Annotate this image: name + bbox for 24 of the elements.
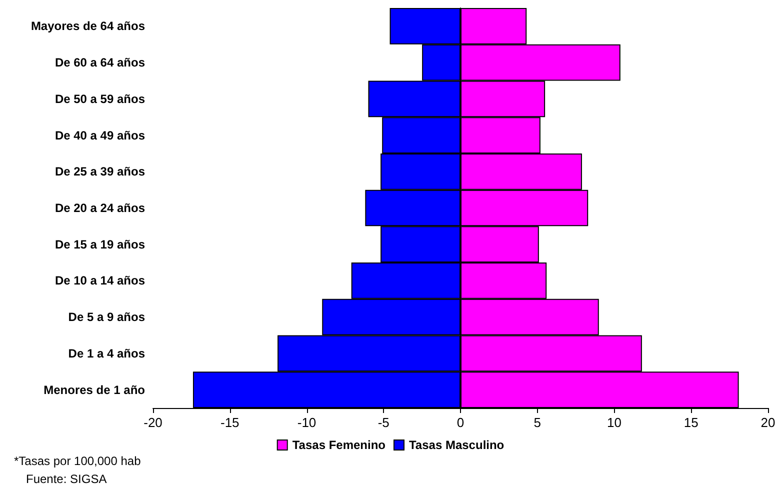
x-tick-label: -20 [144, 415, 162, 430]
y-tick-label: De 1 a 4 años [68, 346, 146, 360]
x-tick-label: 5 [534, 415, 541, 430]
y-tick-label: De 40 a 49 años [54, 128, 146, 142]
y-tick-label: Menores de 1 año [44, 382, 145, 397]
x-tick-label: -15 [220, 415, 240, 430]
y-tick-label: De 60 a 64 años [54, 56, 146, 70]
y-tick-label: De 25 a 39 años [54, 164, 146, 179]
x-tick-label: 15 [684, 415, 698, 430]
y-tick-label: De 5 a 9 años [68, 310, 146, 324]
y-tick-label: Mayores de 64 años [30, 19, 146, 34]
x-tick-label: -10 [297, 415, 316, 430]
y-tick-label: De 10 a 14 años [54, 274, 146, 288]
y-tick-label: De 50 a 59 años [54, 92, 146, 106]
text: *Tasas por 100,000 hab [14, 454, 142, 468]
y-tick-label: De 20 a 24 años [54, 201, 146, 215]
source-note: Fuente: SIGSA [26, 472, 107, 486]
legend-label: Tasas Masculino [409, 438, 504, 452]
y-tick-label: De 15 a 19 años [54, 237, 146, 252]
legend-label: Tasas Femenino [292, 438, 386, 452]
x-tick-label: -5 [378, 415, 390, 430]
x-tick-label: 10 [607, 415, 622, 430]
x-tick-label: 20 [760, 415, 776, 430]
x-tick-label: 0 [456, 415, 464, 430]
